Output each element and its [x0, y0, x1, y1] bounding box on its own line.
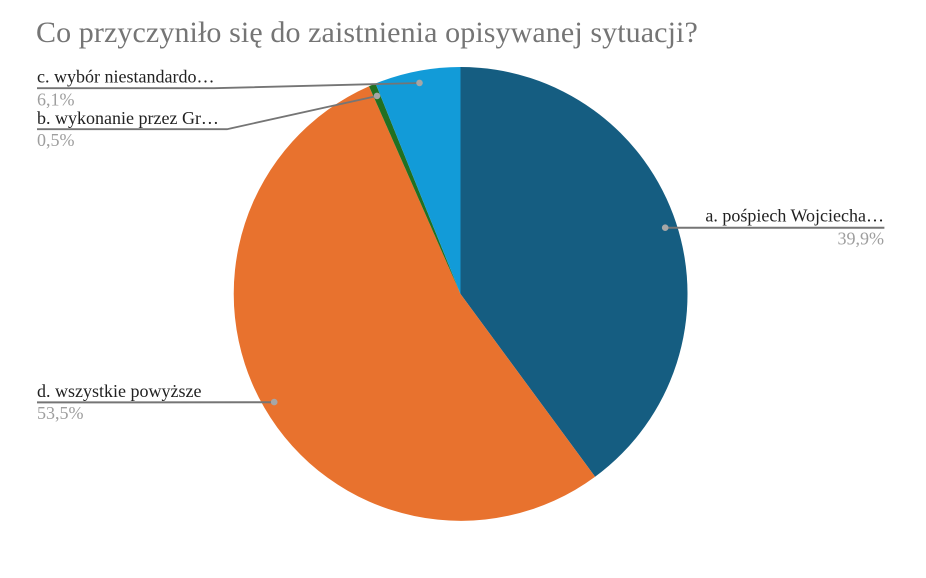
svg-text:6,1%: 6,1% — [37, 89, 75, 109]
svg-text:b. wykonanie przez Gr…: b. wykonanie przez Gr… — [37, 108, 219, 128]
svg-text:0,5%: 0,5% — [37, 130, 75, 150]
svg-text:d. wszystkie powyższe: d. wszystkie powyższe — [37, 381, 201, 401]
svg-text:c. wybór niestandardo…: c. wybór niestandardo… — [37, 67, 214, 87]
svg-text:Co przyczyniło się do zaistnie: Co przyczyniło się do zaistnienia opisyw… — [36, 16, 698, 49]
svg-text:39,9%: 39,9% — [838, 228, 885, 248]
svg-text:53,5%: 53,5% — [37, 403, 84, 423]
svg-text:a. pośpiech Wojciecha…: a. pośpiech Wojciecha… — [705, 205, 884, 225]
